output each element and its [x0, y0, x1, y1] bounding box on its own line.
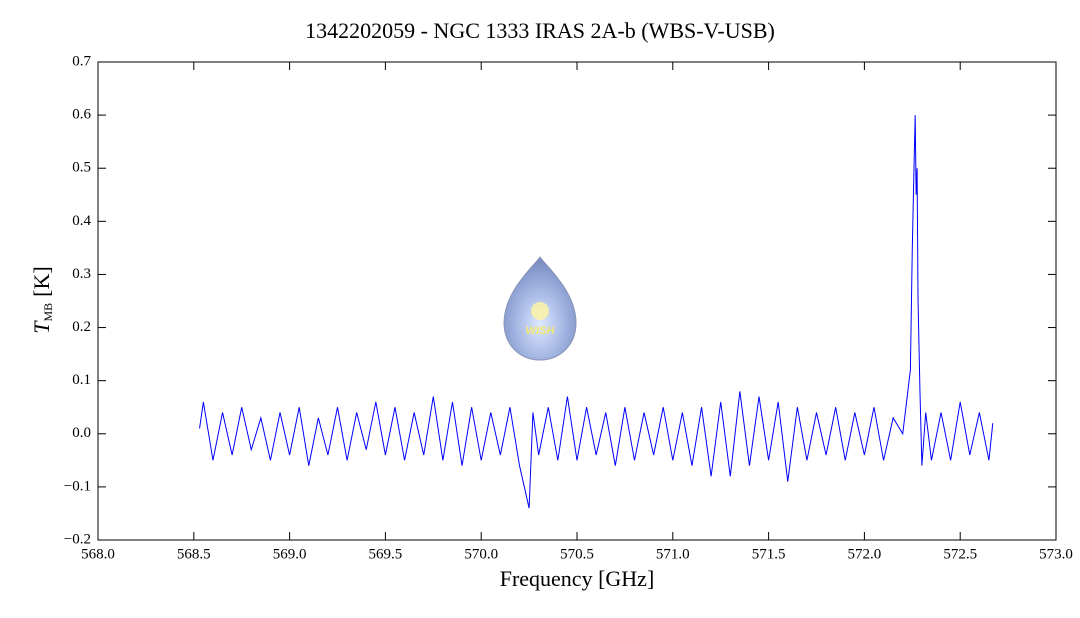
logo-star: [531, 302, 549, 320]
x-tick-label: 571.0: [656, 546, 690, 562]
y-label-unit: [K]: [29, 266, 54, 297]
x-tick-label: 569.0: [273, 546, 307, 562]
y-axis-label-text: TMB [K]: [29, 266, 55, 333]
y-tick-label: −0.2: [64, 531, 91, 547]
chart-title: 1342202059 - NGC 1333 IRAS 2A-b (WBS-V-U…: [305, 18, 775, 43]
x-tick-label: 571.5: [752, 546, 786, 562]
y-label-sub: MB: [41, 303, 55, 322]
y-tick-label: 0.0: [72, 425, 91, 441]
x-tick-label: 572.0: [848, 546, 882, 562]
x-tick-label: 568.0: [81, 546, 115, 562]
y-tick-label: 0.1: [72, 372, 91, 388]
y-label-main: T: [29, 320, 54, 334]
x-axis-label: Frequency [GHz]: [500, 566, 655, 591]
logo: WISH: [503, 256, 577, 361]
y-tick-label: 0.3: [72, 266, 91, 282]
logo-text: WISH: [526, 325, 556, 337]
y-tick-label: 0.7: [72, 53, 91, 69]
x-tick-label: 568.5: [177, 546, 211, 562]
y-tick-label: 0.2: [72, 319, 91, 335]
spectrum-line: [199, 115, 994, 509]
x-tick-label: 569.5: [369, 546, 403, 562]
x-tick-label: 570.0: [464, 546, 498, 562]
y-tick-label: 0.4: [72, 213, 91, 229]
y-tick-label: −0.1: [64, 478, 91, 494]
plot-frame: [97, 61, 1057, 541]
y-tick-label: 0.6: [72, 107, 91, 123]
x-tick-label: 570.5: [560, 546, 594, 562]
x-tick-label: 573.0: [1039, 546, 1073, 562]
y-tick-label: 0.5: [72, 160, 91, 176]
y-axis-label: TMB [K]: [29, 266, 55, 333]
x-tick-label: 572.5: [943, 546, 977, 562]
